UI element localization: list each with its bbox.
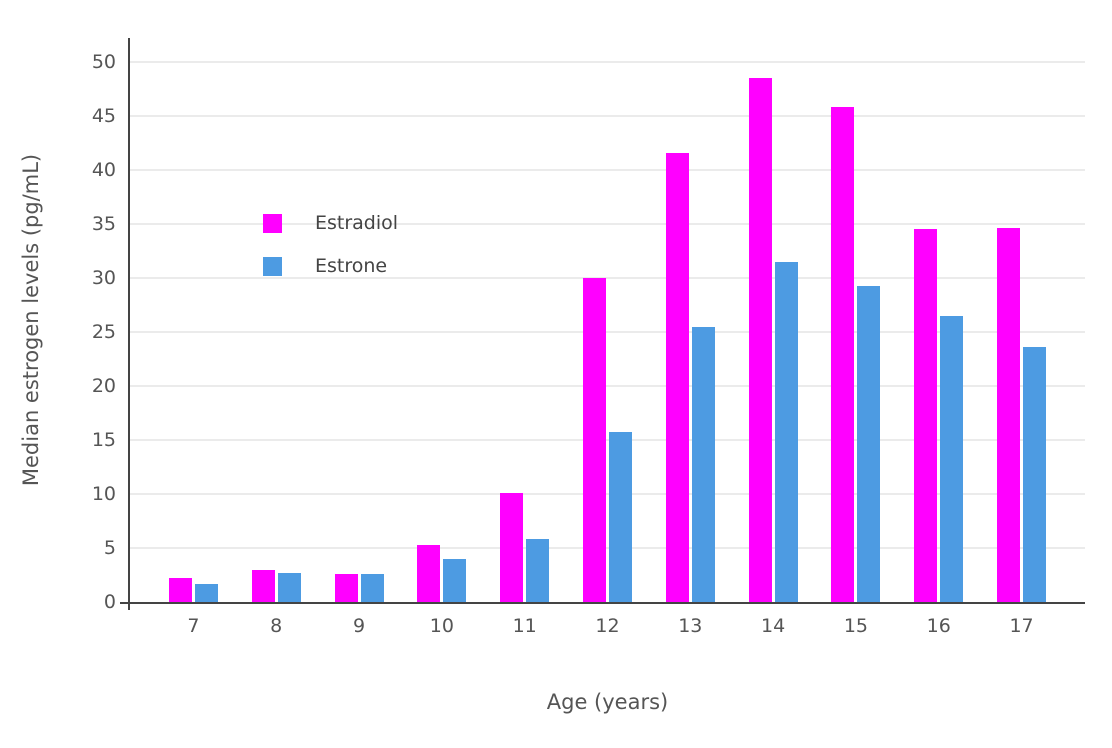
gridline: [130, 385, 1085, 387]
bar-estrone-age-9: [360, 573, 384, 602]
gridline: [130, 493, 1085, 495]
bar-group-age-14: 14: [732, 38, 815, 637]
gridline: [130, 547, 1085, 549]
bar-estrone-age-13: [691, 326, 715, 602]
gridline: [130, 331, 1085, 333]
gridline: [130, 277, 1085, 279]
x-tick-label: 7: [187, 615, 200, 637]
legend-item-estrone[interactable]: Estrone: [263, 255, 398, 277]
bar-estrone-age-8: [277, 572, 301, 602]
bar-group-age-13: 13: [649, 38, 732, 637]
estrone-swatch: [263, 256, 282, 276]
y-tick-label: 5: [103, 537, 116, 559]
bar-group-age-10: 10: [400, 38, 483, 637]
bar-group-age-16: 16: [897, 38, 980, 637]
y-tick-label: 10: [91, 483, 116, 505]
bar-group-age-11: 11: [483, 38, 566, 637]
gridline: [130, 61, 1085, 63]
bar-estrone-age-11: [526, 539, 550, 602]
x-tick-label: 13: [678, 615, 703, 637]
x-axis-line: [120, 602, 1085, 604]
bar-estrone-age-15: [857, 285, 881, 602]
y-tick-labels: 0 5 10 15 20 25 30 35 40 45 50: [0, 38, 116, 613]
x-tick-label: 10: [429, 615, 454, 637]
y-tick-label: 20: [91, 375, 116, 397]
bar-group-age-9: 9: [318, 38, 401, 637]
bar-estrone-age-12: [608, 432, 632, 602]
bar-estrone-age-7: [194, 583, 218, 602]
legend-item-estradiol[interactable]: Estradiol: [263, 212, 398, 234]
x-tick-label: 9: [352, 615, 366, 637]
bar-estrone-age-16: [940, 315, 964, 602]
x-tick-label: 17: [1009, 615, 1034, 637]
bar-group-age-17: 17: [980, 38, 1063, 637]
y-tick-label: 35: [91, 213, 116, 235]
bar-estrone-age-10: [443, 558, 467, 602]
legend-label-estrone: Estrone: [315, 255, 388, 277]
bar-estradiol-age-8: [251, 569, 275, 602]
y-tick-label: 45: [91, 105, 116, 127]
y-tick-label: 40: [91, 159, 116, 181]
x-tick-label: 12: [595, 615, 620, 637]
bar-group-age-7: 7: [152, 38, 235, 637]
bar-group-age-8: 8: [235, 38, 318, 637]
x-tick-label: 8: [270, 615, 283, 637]
bar-estradiol-age-13: [665, 152, 689, 602]
y-axis-line: [128, 38, 130, 610]
x-tick-label: 15: [843, 615, 868, 637]
y-tick-label: 50: [91, 51, 116, 73]
gridline: [130, 223, 1085, 225]
bar-group-age-15: 15: [815, 38, 898, 637]
y-tick-label: 30: [91, 267, 116, 289]
bar-estradiol-age-17: [997, 228, 1021, 602]
y-tick-label: 0: [103, 591, 116, 613]
bar-estrone-age-17: [1023, 347, 1047, 602]
x-tick-label: 16: [926, 615, 951, 637]
x-tick-label: 11: [512, 615, 537, 637]
y-tick-label: 15: [91, 429, 116, 451]
bar-groups: 7 8 9 10 11 12 13 14 15 16 17: [130, 38, 1085, 637]
x-tick-label: 14: [761, 615, 786, 637]
bar-estradiol-age-7: [168, 578, 192, 602]
bar-estradiol-age-14: [748, 78, 772, 602]
gridline: [130, 115, 1085, 117]
bar-estrone-age-14: [774, 261, 798, 602]
bar-estradiol-age-11: [500, 492, 524, 602]
bar-estradiol-age-16: [914, 229, 938, 602]
y-tick-label: 25: [91, 321, 116, 343]
bar-estradiol-age-10: [417, 544, 441, 602]
estradiol-swatch: [263, 213, 282, 233]
legend-label-estradiol: Estradiol: [315, 212, 399, 234]
gridline: [130, 439, 1085, 441]
gridline: [130, 169, 1085, 171]
x-axis-title: Age (years): [546, 690, 669, 714]
bar-estradiol-age-12: [582, 278, 606, 602]
bar-group-age-12: 12: [566, 38, 649, 637]
legend: Estradiol Estrone: [263, 212, 398, 277]
bar-estradiol-age-15: [831, 107, 855, 602]
plot-area: 7 8 9 10 11 12 13 14 15 16 17 Estradiol Estrone: [120, 38, 1085, 637]
bar-estradiol-age-9: [334, 573, 358, 602]
